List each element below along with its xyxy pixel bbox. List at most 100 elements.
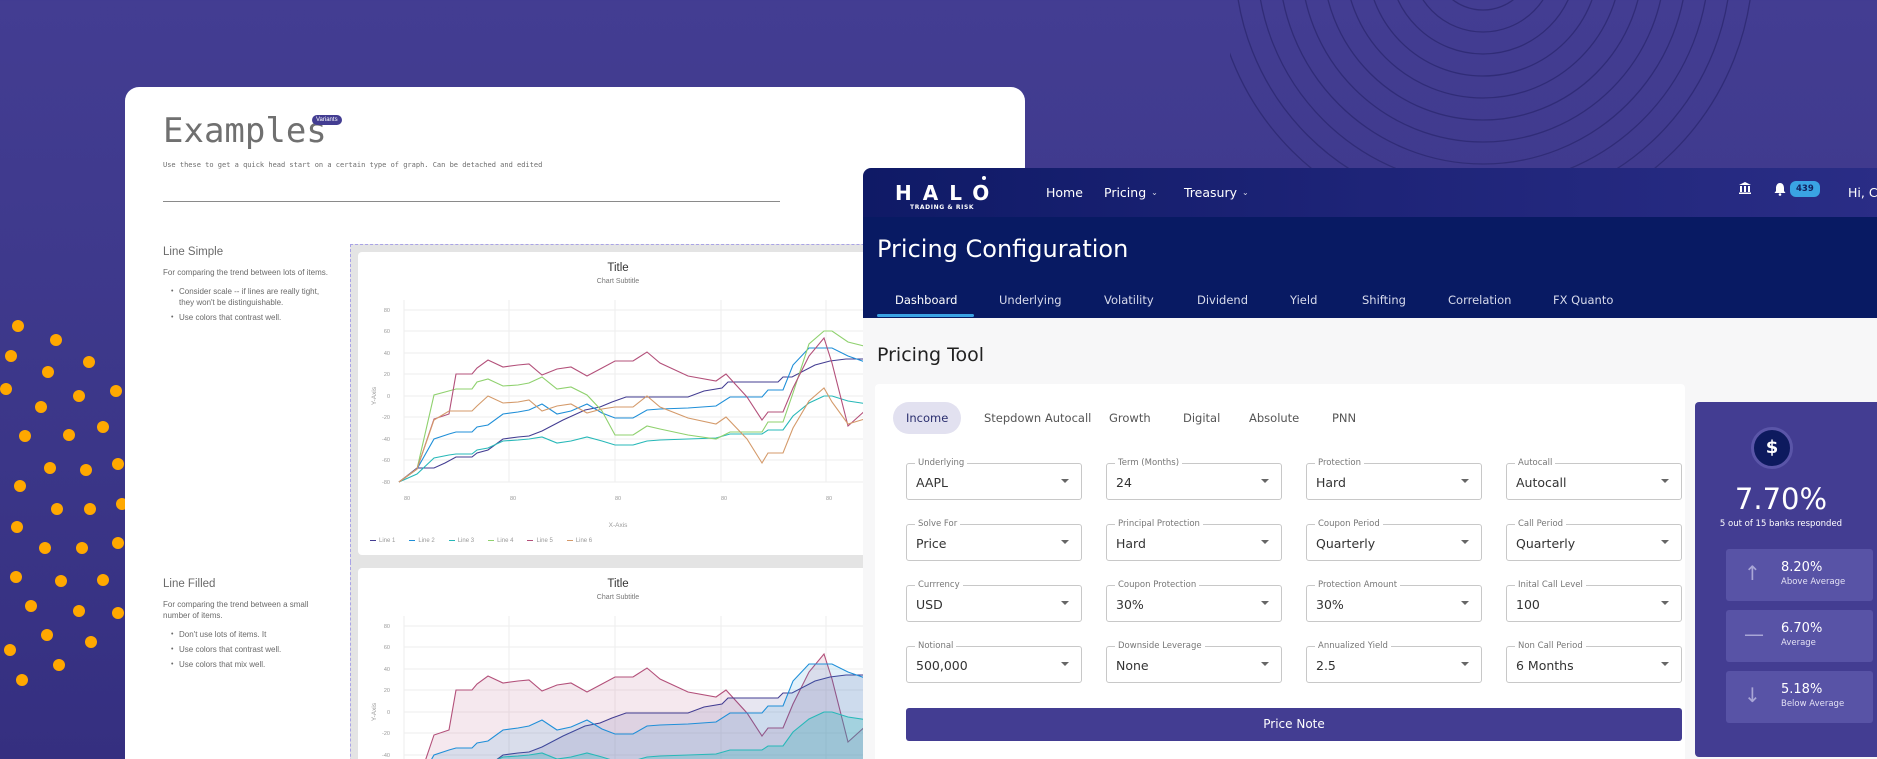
- svg-text:20: 20: [384, 372, 390, 378]
- legend-item[interactable]: Line 1: [370, 538, 395, 544]
- tab-correlation[interactable]: Correlation: [1448, 293, 1512, 307]
- dropdown-caret-icon: [1061, 540, 1069, 544]
- chart-subtitle: Chart Subtitle: [596, 594, 640, 601]
- doc-title: Examples: [163, 111, 327, 151]
- chart-legend: Line 1 Line 2 Line 3 Line 4 Line 5 Line …: [370, 538, 592, 544]
- tab-underlying[interactable]: Underlying: [999, 293, 1062, 307]
- dropdown-caret-icon: [1461, 662, 1469, 666]
- product-tab-stepdown-autocall[interactable]: Stepdown Autocall: [984, 411, 1092, 425]
- call-period-select[interactable]: Call Period Quarterly: [1506, 519, 1682, 561]
- non-call-period-select[interactable]: Non Call Period 6 Months: [1506, 641, 1682, 683]
- tab-shifting[interactable]: Shifting: [1362, 293, 1406, 307]
- tips-list: Consider scale -- if lines are really ti…: [163, 286, 333, 323]
- initial-call-level-select[interactable]: Inital Call Level 100: [1506, 580, 1682, 622]
- bell-icon: [1774, 183, 1786, 196]
- halo-logo[interactable]: HALO TRADING & RISK: [895, 174, 995, 214]
- tab-yield[interactable]: Yield: [1290, 293, 1318, 307]
- chart-title: Title: [607, 262, 629, 274]
- product-tab-income[interactable]: Income: [893, 402, 962, 434]
- headline-rate: 7.70%: [1734, 482, 1828, 516]
- section-line-simple: Line Simple For comparing the trend betw…: [163, 246, 333, 327]
- svg-text:20: 20: [384, 688, 390, 694]
- legend-item[interactable]: Line 2: [409, 538, 435, 544]
- section-description: For comparing the trend between lots of …: [163, 268, 328, 277]
- minus-icon: —: [1744, 622, 1764, 646]
- svg-text:60: 60: [384, 329, 390, 335]
- svg-text:0: 0: [387, 710, 390, 716]
- product-tab-growth[interactable]: Growth: [1109, 411, 1151, 425]
- nav-home[interactable]: Home: [1046, 185, 1083, 200]
- bank-responses: 5 out of 15 banks responded: [1719, 519, 1843, 529]
- notifications-button[interactable]: 439: [1774, 181, 1820, 197]
- protection-amount-select[interactable]: Protection Amount 30%: [1306, 580, 1482, 622]
- product-tab-absolute[interactable]: Absolute: [1249, 411, 1300, 425]
- currency-select[interactable]: Currrency USD: [906, 580, 1082, 622]
- dropdown-caret-icon: [1061, 601, 1069, 605]
- legend-item[interactable]: Line 4: [488, 538, 513, 544]
- section-line-filled: Line Filled For comparing the trend betw…: [163, 578, 333, 674]
- tip-item: Use colors that mix well.: [171, 659, 333, 670]
- principal-protection-select[interactable]: Principal Protection Hard: [1106, 519, 1282, 561]
- price-note-button[interactable]: Price Note: [906, 708, 1682, 741]
- svg-text:40: 40: [384, 667, 390, 673]
- coupon-protection-select[interactable]: Coupon Protection 30%: [1106, 580, 1282, 622]
- dropdown-caret-icon: [1061, 479, 1069, 483]
- tips-list: Don't use lots of items. It Use colors t…: [163, 629, 333, 670]
- svg-text:60: 60: [384, 645, 390, 651]
- svg-text:Y-Axis: Y-Axis: [371, 386, 378, 405]
- annualized-yield-select[interactable]: Annualized Yield 2.5: [1306, 641, 1482, 683]
- nav-treasury[interactable]: Treasury ⌄: [1184, 185, 1249, 200]
- svg-text:-20: -20: [382, 415, 390, 421]
- notional-select[interactable]: Notional 500,000: [906, 641, 1082, 683]
- tip-item: Use colors that contrast well.: [171, 312, 333, 323]
- nav-pricing[interactable]: Pricing ⌄: [1104, 185, 1158, 200]
- stat-average: — 6.70% Average: [1726, 610, 1873, 662]
- bank-button[interactable]: [1738, 181, 1752, 195]
- svg-text:80: 80: [404, 496, 410, 502]
- svg-text:80: 80: [721, 496, 727, 502]
- tab-dividend[interactable]: Dividend: [1197, 293, 1249, 307]
- protection-select[interactable]: Protection Hard: [1306, 458, 1482, 500]
- decorative-rings: [1230, 0, 1751, 170]
- dropdown-caret-icon: [1661, 662, 1669, 666]
- section-description: For comparing the trend between a small …: [163, 600, 309, 620]
- tip-item: Use colors that contrast well.: [171, 644, 333, 655]
- stat-below-average: ↓ 5.18% Below Average: [1726, 671, 1873, 723]
- tab-volatility[interactable]: Volatility: [1104, 293, 1154, 307]
- pricing-results-panel: $ 7.70% 5 out of 15 banks responded ↑ 8.…: [1695, 402, 1877, 757]
- product-tab-pnn[interactable]: PNN: [1332, 411, 1357, 425]
- svg-text:80: 80: [826, 496, 832, 502]
- svg-text:-20: -20: [382, 731, 390, 737]
- coupon-period-select[interactable]: Coupon Period Quarterly: [1306, 519, 1482, 561]
- svg-text:80: 80: [384, 624, 390, 630]
- active-tab-indicator: [877, 314, 974, 317]
- tip-item: Don't use lots of items. It: [171, 629, 333, 640]
- svg-text:80: 80: [510, 496, 516, 502]
- dropdown-caret-icon: [1661, 479, 1669, 483]
- legend-item[interactable]: Line 6: [566, 538, 592, 544]
- svg-text:0: 0: [387, 394, 390, 400]
- downside-leverage-select[interactable]: Downside Leverage None: [1106, 641, 1282, 683]
- doc-subtitle: Use these to get a quick head start on a…: [163, 161, 543, 169]
- legend-item[interactable]: Line 3: [448, 538, 474, 544]
- section-heading: Line Filled: [163, 578, 216, 590]
- user-menu[interactable]: Hi, Co: [1848, 185, 1877, 200]
- chevron-down-icon: ⌄: [1242, 188, 1249, 197]
- variants-badge[interactable]: Variants: [312, 115, 342, 125]
- dropdown-caret-icon: [1661, 601, 1669, 605]
- term-months-select[interactable]: Term (Months) 24: [1106, 458, 1282, 500]
- underlying-select[interactable]: Underlying AAPL: [906, 458, 1082, 500]
- solve-for-select[interactable]: Solve For Price: [906, 519, 1082, 561]
- legend-item[interactable]: Line 5: [527, 538, 553, 544]
- dropdown-caret-icon: [1261, 540, 1269, 544]
- greeting: Hi, Co: [1848, 185, 1877, 200]
- top-navbar: HALO TRADING & RISK Home Pricing ⌄ Treas…: [863, 168, 1877, 217]
- product-tab-digital[interactable]: Digital: [1183, 411, 1221, 425]
- tab-dashboard[interactable]: Dashboard: [895, 293, 958, 307]
- area-chart-plot: 80 60 40 20 0 -20 -40 Y-Axis: [371, 616, 1025, 759]
- divider: [163, 201, 780, 202]
- tab-fx-quanto[interactable]: FX Quanto: [1553, 293, 1614, 307]
- svg-text:40: 40: [384, 351, 390, 357]
- autocall-select[interactable]: Autocall Autocall: [1506, 458, 1682, 500]
- svg-text:-40: -40: [382, 437, 390, 443]
